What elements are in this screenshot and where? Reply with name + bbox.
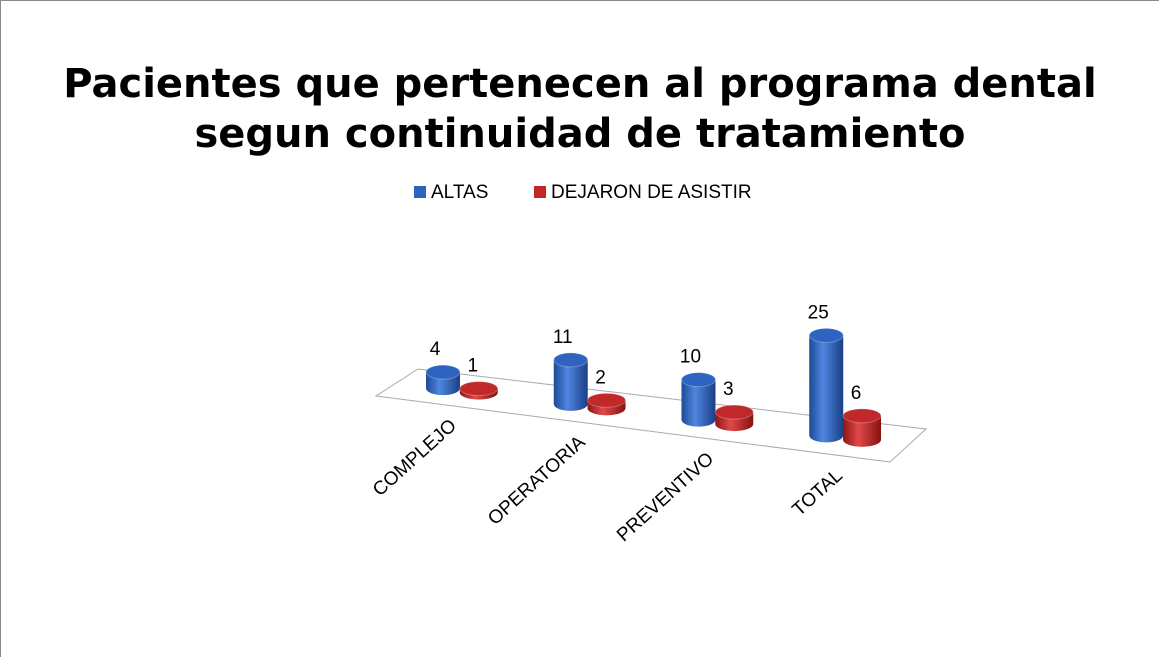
bar-body xyxy=(553,359,588,411)
bar xyxy=(714,404,754,432)
value-label: 25 xyxy=(808,302,829,323)
bar-body xyxy=(843,415,882,447)
value-label: 6 xyxy=(851,383,862,404)
bar xyxy=(587,392,627,416)
bar xyxy=(842,408,882,447)
legend-label: ALTAS xyxy=(431,182,488,203)
bar-top xyxy=(425,364,461,380)
bar-top xyxy=(587,392,627,408)
bar-top xyxy=(459,381,499,397)
x-tick-label: TOTAL xyxy=(789,465,847,520)
bar xyxy=(808,327,844,443)
value-label: 11 xyxy=(553,327,573,348)
bar-top xyxy=(808,327,844,343)
legend-swatch xyxy=(414,186,426,198)
bar-top xyxy=(553,352,589,368)
value-label: 2 xyxy=(595,367,606,388)
x-tick-label: OPERATORIA xyxy=(484,432,590,530)
chart-title: segun continuidad de tratamiento xyxy=(194,111,965,157)
value-label: 1 xyxy=(467,356,478,377)
bar-top xyxy=(842,408,882,424)
value-label: 10 xyxy=(680,347,701,368)
bar-body xyxy=(809,335,844,443)
bar xyxy=(425,364,461,396)
value-label: 4 xyxy=(430,339,441,360)
bar-top xyxy=(714,404,754,420)
bar xyxy=(680,372,716,427)
legend-swatch xyxy=(534,186,546,198)
bar-body xyxy=(681,379,716,427)
bar-top xyxy=(680,372,716,388)
bar xyxy=(553,352,589,411)
x-tick-label: COMPLEJO xyxy=(369,415,461,501)
value-label: 3 xyxy=(723,379,734,400)
legend-label: DEJARON DE ASISTIR xyxy=(551,182,752,203)
chart-title: Pacientes que pertenecen al programa den… xyxy=(63,61,1096,107)
x-tick-label: PREVENTIVO xyxy=(613,448,718,546)
floor xyxy=(374,368,928,463)
bar xyxy=(459,381,499,400)
